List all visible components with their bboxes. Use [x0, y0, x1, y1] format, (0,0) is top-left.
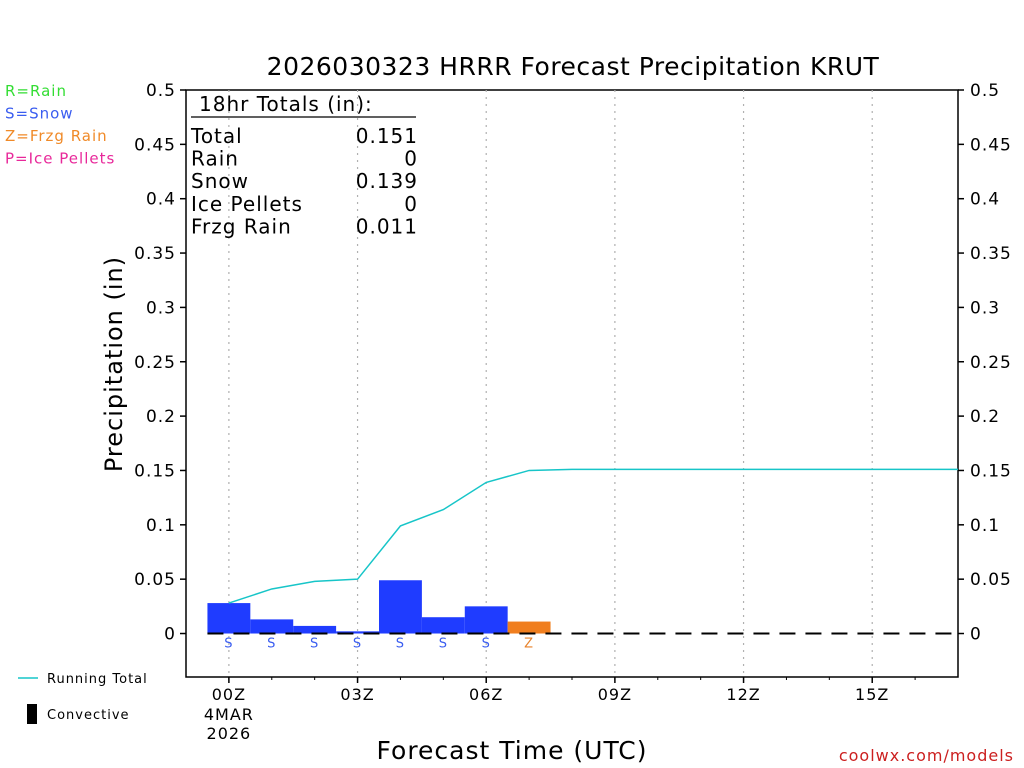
precip-type-legend: R=Rain S=Snow Z=Frzg Rain P=Ice Pellets: [5, 82, 115, 168]
totals-row-value: 0: [404, 147, 418, 171]
precip-bar: [250, 619, 294, 634]
y-tick-label-left: 0.4: [146, 190, 176, 210]
y-tick-label-right: 0.35: [970, 244, 1012, 264]
y-tick-label-left: 0.45: [134, 135, 176, 155]
x-tick-date: 4MAR: [204, 705, 254, 724]
y-tick-label-right: 0: [970, 625, 982, 645]
y-tick-label-left: 0.15: [134, 461, 176, 481]
y-tick-label-right: 0.25: [970, 353, 1012, 373]
y-tick-label-right: 0.5: [970, 81, 1000, 101]
type-legend-item: S=Snow: [5, 105, 74, 123]
totals-row-value: 0.011: [356, 214, 418, 238]
precip-type-label: S: [439, 637, 448, 652]
y-axis-ticks: 0 0 0.05 0.05 0.1 0.1 0.15 0.15 0.2 0.2 0.25 0.25 0.…: [134, 81, 1012, 645]
totals-row-value: 0.151: [356, 124, 418, 148]
totals-row-label: Frzg Rain: [191, 214, 292, 238]
plot-frame: [185, 89, 959, 678]
y-tick-label-right: 0.2: [970, 407, 1000, 427]
x-tick-label: 00Z: [212, 685, 246, 704]
x-tick-label: 15Z: [855, 685, 889, 704]
y-tick-label-left: 0.05: [134, 570, 176, 590]
line-legend: Running Total Convective: [18, 672, 148, 724]
precip-type-label: S: [353, 637, 362, 652]
totals-row-value: 0.139: [356, 169, 418, 193]
precip-bar: [379, 580, 422, 634]
precip-bar: [336, 631, 379, 634]
y-tick-label-right: 0.3: [970, 298, 1000, 318]
x-tick-label: 12Z: [726, 685, 760, 704]
grid-lines: [228, 90, 873, 677]
totals-header: 18hr Totals (in):: [199, 92, 373, 116]
line-legend-label: Convective: [47, 708, 130, 723]
y-tick-label-right: 0.05: [970, 570, 1012, 590]
chart-title: 2026030323 HRRR Forecast Precipitation K…: [267, 52, 880, 81]
precip-type-label: S: [482, 637, 491, 652]
y-tick-label-left: 0.2: [146, 407, 176, 427]
x-tick-label: 06Z: [469, 685, 503, 704]
convective-legend-swatch: [27, 704, 37, 724]
running-total-line: [228, 468, 958, 604]
y-tick-label-left: 0.25: [134, 353, 176, 373]
y-tick-label-right: 0.4: [970, 190, 1000, 210]
totals-box: 18hr Totals (in): Total 0.151 Rain 0 Snow 0.13…: [190, 92, 418, 238]
precip-type-label: Z: [524, 637, 534, 652]
precip-bar: [293, 625, 337, 634]
totals-row-label: Total: [190, 124, 243, 148]
line-legend-label: Running Total: [47, 672, 148, 687]
y-tick-label-left: 0.1: [146, 516, 176, 536]
precip-bar: [464, 606, 508, 634]
x-axis-label: Forecast Time (UTC): [377, 736, 648, 765]
y-axis-label: Precipitation (in): [100, 256, 128, 472]
precip-type-label: S: [267, 637, 276, 652]
precip-type-label: S: [224, 637, 233, 652]
x-tick-label: 03Z: [340, 685, 374, 704]
y-tick-label-right: 0.15: [970, 461, 1012, 481]
x-tick-year: 2026: [207, 724, 252, 743]
type-legend-item: Z=Frzg Rain: [5, 127, 108, 145]
y-tick-label-left: 0.35: [134, 244, 176, 264]
precip-type-label: S: [396, 637, 405, 652]
y-tick-label-right: 0.1: [970, 516, 1000, 536]
totals-row-value: 0: [404, 192, 418, 216]
x-tick-label: 09Z: [598, 685, 632, 704]
credit-text: coolwx.com/models: [839, 746, 1014, 765]
type-legend-item: R=Rain: [5, 82, 67, 100]
precip-bar: [507, 621, 551, 634]
precip-bar: [421, 617, 465, 634]
y-tick-label-left: 0.5: [146, 81, 176, 101]
y-tick-label-left: 0: [164, 625, 176, 645]
precip-bar: [207, 603, 251, 634]
precip-type-label: S: [310, 637, 319, 652]
totals-row-label: Snow: [191, 169, 249, 193]
y-tick-label-left: 0.3: [146, 298, 176, 318]
precip-bars: [207, 580, 551, 634]
type-legend-item: P=Ice Pellets: [5, 150, 115, 168]
totals-row-label: Rain: [191, 147, 239, 171]
y-tick-label-right: 0.45: [970, 135, 1012, 155]
totals-row-label: Ice Pellets: [191, 192, 303, 216]
